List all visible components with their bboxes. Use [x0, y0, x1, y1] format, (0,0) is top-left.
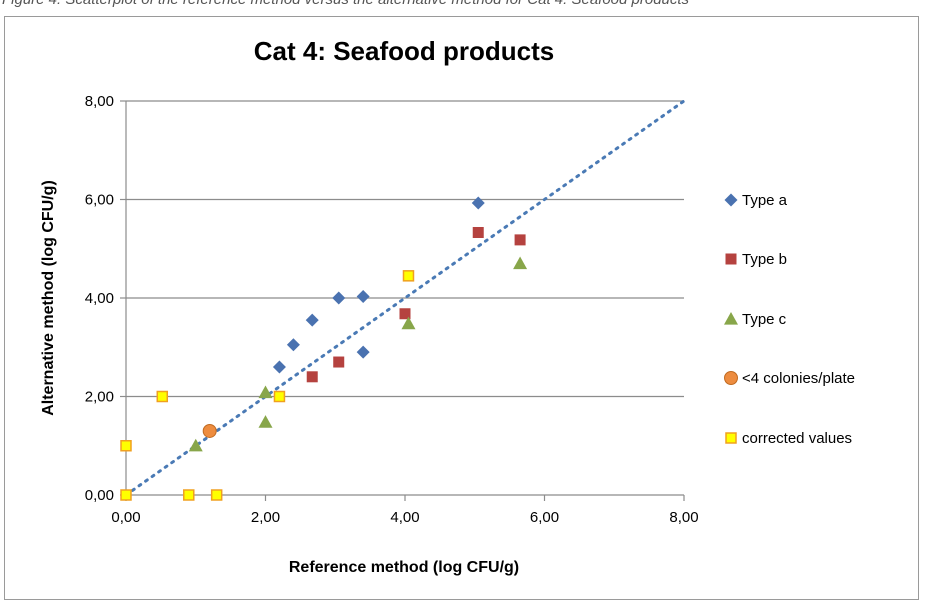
legend-marker: [724, 193, 738, 207]
data-point: [273, 390, 286, 403]
legend-label: corrected values: [742, 430, 852, 447]
reference-line: [124, 99, 686, 497]
data-point: [210, 489, 223, 501]
data-point: [401, 316, 416, 330]
x-axis-label: Reference method (log CFU/g): [289, 559, 519, 576]
legend-marker: [725, 432, 737, 444]
data-point: [514, 234, 526, 246]
data-point: [333, 356, 345, 368]
x-tick-label: 8,00: [669, 509, 698, 526]
legend-label: Type a: [742, 192, 788, 209]
data-point: [183, 489, 195, 501]
y-tick-label: 8,00: [85, 93, 114, 110]
legend-marker: [724, 312, 738, 325]
data-point: [120, 489, 132, 501]
chart-title: Cat 4: Seafood products: [254, 36, 554, 66]
legend-label: Type c: [742, 311, 787, 328]
data-point: [156, 390, 169, 403]
data-point: [332, 291, 346, 305]
y-axis-label: Alternative method (log CFU/g): [40, 180, 57, 416]
data-points: [120, 196, 528, 501]
figure-caption-strip: Figure 4: Scatterplot of the reference m…: [0, 0, 925, 10]
tick-labels: 0,00 2,00 4,00 6,00 8,00 0,00 2,00 4,00 6,00 8,00: [85, 93, 699, 526]
legend-marker: [725, 253, 737, 265]
data-point: [399, 308, 411, 320]
x-tick-label: 4,00: [390, 509, 419, 526]
x-tick-label: 6,00: [530, 509, 559, 526]
data-point: [258, 385, 273, 399]
chart-frame: [4, 16, 919, 600]
legend-marker: [724, 371, 738, 385]
data-point: [472, 226, 484, 238]
y-tick-label: 4,00: [85, 290, 114, 307]
y-tick-label: 6,00: [85, 192, 114, 209]
x-tick-label: 2,00: [251, 509, 280, 526]
figure-caption: Figure 4: Scatterplot of the reference m…: [2, 0, 689, 8]
data-point: [188, 438, 203, 452]
data-point: [120, 440, 132, 452]
legend-label: <4 colonies/plate: [742, 370, 855, 387]
data-point: [258, 415, 273, 428]
data-point: [286, 338, 300, 352]
x-tick-label: 0,00: [111, 509, 140, 526]
data-point: [305, 313, 319, 327]
y-tick-label: 0,00: [85, 487, 114, 504]
y-tick-label: 2,00: [85, 389, 114, 406]
data-point: [306, 371, 318, 383]
data-point: [471, 196, 485, 210]
data-point: [356, 345, 370, 359]
legend: Type a Type b Type c <4 colonies/plate corre…: [724, 192, 855, 447]
data-point: [513, 256, 528, 270]
data-point: [356, 290, 370, 304]
data-point: [402, 270, 415, 282]
legend-label: Type b: [742, 251, 787, 268]
data-point: [272, 360, 286, 374]
grid-lines: [126, 100, 684, 398]
data-point: [202, 423, 217, 438]
